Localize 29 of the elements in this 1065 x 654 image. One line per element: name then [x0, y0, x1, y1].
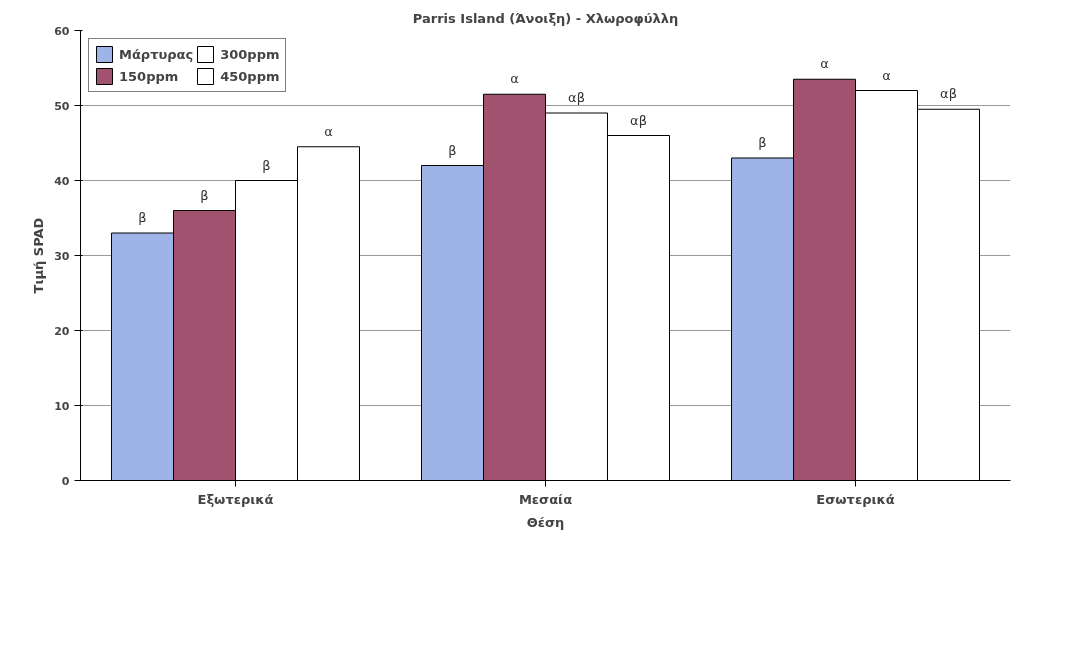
data-label: α	[510, 71, 519, 87]
y-axis-title: Τιμή SPAD	[31, 217, 47, 294]
y-tick-label: 0	[61, 474, 70, 488]
y-tick-label: 60	[54, 24, 70, 38]
data-label: αβ	[568, 90, 585, 105]
legend-label: 150ppm	[119, 68, 179, 84]
legend-label: Μάρτυρας	[119, 46, 194, 62]
data-label: α	[882, 67, 891, 83]
data-label: β	[262, 157, 271, 173]
legend-label: 450ppm	[220, 68, 280, 84]
x-tick-label: Εξωτερικά	[197, 491, 274, 507]
data-label: α	[820, 56, 829, 72]
x-tick-label: Εσωτερικά	[816, 491, 895, 507]
data-label: β	[200, 187, 209, 203]
x-tick-label: Μεσαία	[518, 491, 573, 507]
y-tick-label: 50	[54, 99, 70, 113]
x-axis-title: Θέση	[526, 514, 565, 530]
data-label: β	[448, 142, 457, 158]
data-label: β	[138, 210, 147, 225]
y-tick-label: 20	[54, 324, 70, 338]
y-tick-label: 40	[54, 174, 70, 188]
data-label: αβ	[940, 86, 957, 102]
data-label: αβ	[630, 112, 647, 128]
y-tick-label: 10	[54, 399, 70, 413]
y-tick-label: 30	[54, 249, 70, 263]
data-label: β	[758, 135, 767, 150]
data-label: α	[324, 123, 333, 139]
legend-label: 300ppm	[220, 46, 280, 62]
chart-title: Parris Island (Άνοιξη) - Χλωροφύλλη	[412, 10, 679, 26]
